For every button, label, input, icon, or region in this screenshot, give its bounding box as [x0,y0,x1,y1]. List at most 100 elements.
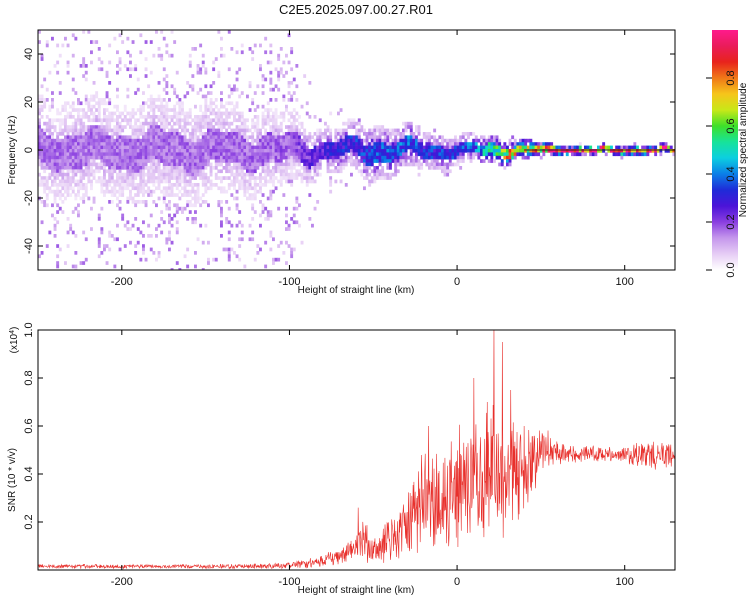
spectrogram-cell [417,125,421,129]
spectrogram-cell [347,118,351,123]
spectrogram-cell [103,172,106,177]
spectrogram-cell [259,142,262,146]
spectrogram-cell [77,183,80,187]
spectrogram-cell [537,152,541,157]
spectrogram-cell [643,152,647,157]
spectrogram-cell [196,166,200,170]
spectrogram-cell [485,155,489,160]
spectrogram-cell [108,149,112,153]
spectrogram-cell [298,162,301,167]
spectrogram-cell [295,172,299,177]
spectrogram-cell [113,118,117,123]
spectrogram-cell [269,196,273,201]
spectrogram-cell [313,138,317,143]
spectrogram-cell [235,203,239,208]
spectrogram-cell [459,145,463,150]
colorbar-gradient [712,30,738,270]
spectrogram-cell [259,162,262,167]
spectrogram-cell [493,135,496,140]
spectrogram-cell [277,159,281,163]
spectrogram-cell [277,179,281,184]
spectrogram-cell [425,162,429,167]
spectrogram-cell [259,135,262,140]
spectrogram-cell [160,142,164,146]
spectrogram-cell [508,155,512,160]
spectrogram-cell [282,135,286,140]
spectrogram-cell [100,121,104,126]
spectrogram-cell [157,81,161,85]
spectrogram-cell [92,155,96,160]
spectrogram-cell [186,152,190,157]
spectrogram-cell [108,166,112,170]
spectrogram-cell [220,176,223,180]
spectrogram-cell [355,152,359,157]
spectrogram-cell [123,64,127,68]
spectrogram-cell [425,135,429,140]
spectrogram-cell [129,152,132,157]
spectrogram-cell [183,176,187,180]
spectrogram-cell [134,64,138,68]
spectrogram-cell [173,145,177,150]
spectrogram-cell [511,145,515,150]
spectrogram-cell [110,176,114,180]
spectrogram-cell [389,149,392,153]
spectrogram-cell [454,145,457,150]
spectrogram-cell [173,213,177,218]
spectrogram-cell [157,128,161,133]
spectrogram-cell [344,152,348,157]
spectrogram-cell [162,142,166,146]
spectrogram-cell [641,145,645,150]
spectrogram-cell [118,162,122,167]
spectrogram-cell [396,145,400,150]
spectrogram-cell [383,152,387,157]
spectrogram-cell [329,145,333,150]
spectrogram-cell [251,152,255,157]
spectrogram-cell [43,200,47,204]
spectrogram-cell [316,135,320,140]
spectrogram-cell [347,142,351,146]
spectrogram-cell [363,159,366,163]
spectrogram-cell [417,145,421,150]
spectrogram-cell [56,169,60,174]
spectrogram-cell [227,237,231,242]
spectrogram-cell [199,125,203,129]
spectrogram-cell [277,169,281,174]
spectrogram-cell [188,84,192,89]
spectrogram-cell [251,203,255,208]
spectrogram-cell [459,166,463,170]
spectrogram-cell [149,125,153,129]
spectrogram-cell [95,155,99,160]
spectrogram-cell [152,121,156,126]
spectrogram-cell [261,176,265,180]
spectrogram-cell [108,118,112,123]
spectrogram-cell [103,101,106,106]
spectrogram-cell [264,142,268,146]
spectrogram-cell [230,152,234,157]
spectrogram-cell [168,98,171,102]
spectrogram-cell [256,162,260,167]
spectrogram-cell [305,152,309,157]
spectrogram-cell [350,152,353,157]
spectrogram-cell [394,152,398,157]
spectrogram-cell [227,247,231,252]
spectrogram-cell [506,145,509,150]
spectrogram-cell [165,169,169,174]
spectrogram-cell [521,138,525,143]
spectrogram-cell [542,145,546,150]
spectrogram-cell [248,84,252,89]
spectrogram-cell [308,159,312,163]
spectrogram-cell [144,121,148,126]
spectrogram-cell [292,213,296,218]
spectrogram-cell [357,162,361,167]
spectrogram-cell [105,101,109,106]
spectrogram-cell [61,210,65,214]
spectrogram-cell [350,145,353,150]
spectrogram-cell [201,183,205,187]
spectrogram-cell [116,166,119,170]
spectrogram-cell [571,149,574,153]
spectrogram-cell [285,135,288,140]
spectrogram-cell [136,118,140,123]
spectrogram-cell [56,135,60,140]
spectrogram-cell [191,132,195,136]
spectrogram-cell [66,193,70,197]
